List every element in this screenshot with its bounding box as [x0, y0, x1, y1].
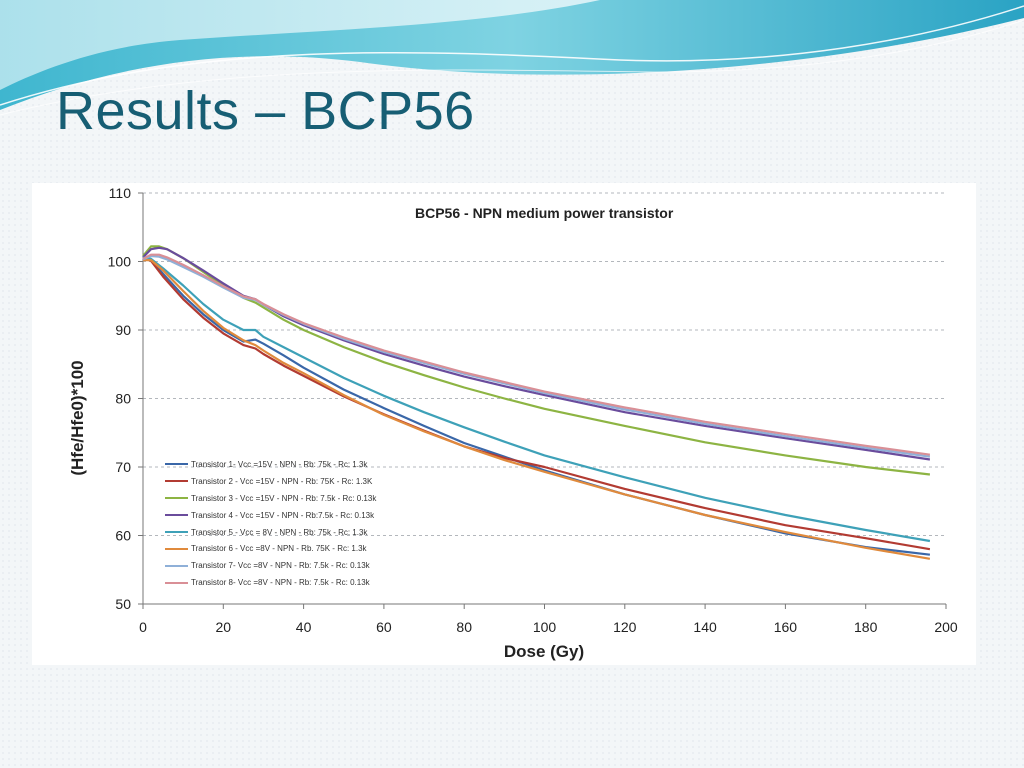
chart-legend: Transistor 1- Vcc =15V - NPN - Rb: 75k -…: [165, 456, 389, 591]
x-tick-label: 180: [854, 619, 878, 635]
legend-label: Transistor 3 - Vcc =15V - NPN - Rb: 7.5k…: [191, 493, 377, 503]
legend-item: Transistor 5 - Vcc = 8V - NPN - Rb: 75k …: [165, 524, 389, 541]
series-line-4: [142, 246, 931, 461]
legend-label: Transistor 4 - Vcc =15V - NPN - Rb:7.5k …: [191, 510, 375, 520]
legend-swatch: [165, 463, 188, 466]
chart-title: BCP56 - NPN medium power transistor: [415, 205, 674, 221]
x-tick-label: 80: [456, 619, 472, 635]
legend-swatch: [165, 564, 188, 567]
legend-swatch: [165, 480, 188, 483]
y-tick-label: 60: [115, 528, 131, 544]
y-tick-label: 70: [115, 459, 131, 475]
swoosh-band-light: [0, 0, 600, 90]
x-tick-label: 60: [376, 619, 392, 635]
legend-item: Transistor 6 - Vcc =8V - NPN - Rb. 75K -…: [165, 540, 389, 557]
legend-item: Transistor 1- Vcc =15V - NPN - Rb: 75k -…: [165, 456, 389, 473]
x-tick-label: 100: [533, 619, 557, 635]
legend-swatch: [165, 497, 188, 500]
series-line-2: [142, 257, 931, 551]
swoosh-line-2: [0, 19, 1024, 116]
legend-swatch: [165, 531, 188, 533]
slide-title: Results – BCP56: [56, 81, 475, 141]
x-tick-label: 40: [296, 619, 312, 635]
x-tick-label: 20: [216, 619, 232, 635]
y-tick-label: 90: [115, 322, 131, 338]
legend-swatch: [165, 514, 188, 517]
legend-item: Transistor 2 - Vcc =15V - NPN - Rb: 75K …: [165, 473, 389, 490]
legend-label: Transistor 1- Vcc =15V - NPN - Rb: 75k -…: [191, 459, 368, 469]
legend-swatch: [165, 547, 188, 550]
series-line-5: [142, 256, 931, 543]
swoosh-line-1: [0, 5, 1024, 106]
y-tick-label: 100: [108, 254, 132, 270]
x-tick-label: 120: [613, 619, 637, 635]
legend-label: Transistor 6 - Vcc =8V - NPN - Rb. 75K -…: [191, 544, 367, 554]
y-tick-label: 50: [115, 596, 131, 612]
x-tick-label: 0: [139, 619, 147, 635]
series-line-7: [142, 254, 931, 458]
y-tick-label: 110: [109, 185, 132, 201]
x-tick-label: 160: [774, 619, 798, 635]
x-tick-label: 140: [693, 619, 717, 635]
series-line-6: [143, 259, 931, 560]
legend-label: Transistor 7- Vcc =8V - NPN - Rb: 7.5k -…: [191, 561, 370, 571]
legend-label: Transistor 5 - Vcc = 8V - NPN - Rb: 75k …: [191, 527, 368, 537]
legend-label: Transistor 8- Vcc =8V - NPN - Rb: 7.5k -…: [191, 578, 370, 588]
legend-item: Transistor 8- Vcc =8V - NPN - Rb: 7.5k -…: [165, 574, 389, 591]
header-swoosh: [0, 0, 1024, 116]
legend-item: Transistor 3 - Vcc =15V - NPN - Rb: 7.5k…: [165, 490, 389, 507]
legend-item: Transistor 7- Vcc =8V - NPN - Rb: 7.5k -…: [165, 557, 389, 574]
legend-label: Transistor 2 - Vcc =15V - NPN - Rb: 75K …: [191, 476, 373, 486]
x-tick-label: 200: [934, 619, 958, 635]
legend-swatch: [165, 581, 188, 584]
x-axis-title: Dose (Gy): [503, 642, 585, 661]
legend-item: Transistor 4 - Vcc =15V - NPN - Rb:7.5k …: [165, 507, 389, 524]
y-axis-title: (Hfe/Hfe0)*100: [68, 360, 87, 476]
series-line-8: [142, 253, 931, 456]
y-tick-label: 80: [115, 391, 131, 407]
